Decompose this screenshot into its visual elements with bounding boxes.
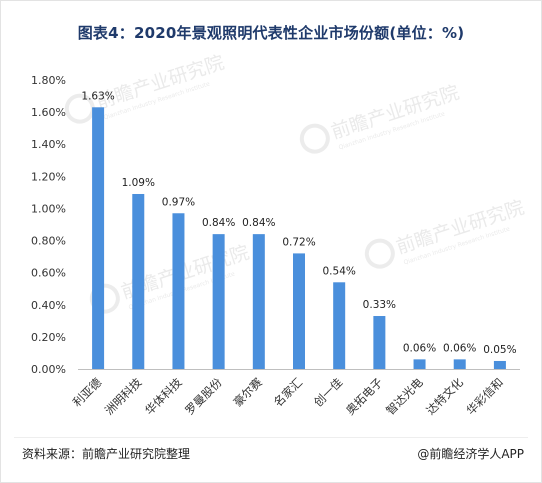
data-label: 0.84% (242, 217, 275, 229)
x-tick-label: 智达光电 (383, 375, 426, 418)
bar (212, 234, 225, 369)
y-tick-label: 1.80% (31, 74, 66, 87)
data-label: 0.33% (363, 299, 396, 311)
watermark-logo-icon (299, 123, 330, 154)
y-tick-label: 0.00% (31, 363, 66, 376)
x-tick-label: 奥拓电子 (343, 375, 385, 417)
y-tick-label: 0.80% (31, 235, 66, 248)
x-tick-label: 华彩信和 (464, 375, 506, 417)
y-tick-label: 1.60% (31, 106, 66, 119)
bar (92, 107, 105, 370)
x-tick-label: 名家汇 (271, 375, 305, 409)
bar (493, 360, 506, 369)
bar (132, 193, 145, 369)
bar (172, 213, 185, 369)
bar (252, 234, 265, 369)
y-tick-label: 1.20% (31, 170, 66, 183)
data-label: 0.97% (162, 196, 195, 208)
data-label: 1.09% (122, 177, 155, 189)
y-tick-label: 1.40% (31, 138, 66, 151)
watermark-logo-icon (364, 238, 395, 269)
data-label: 0.84% (202, 217, 235, 229)
x-tick-label: 华体科技 (142, 375, 185, 418)
source-note: 资料来源：前瞻产业研究院整理 (22, 447, 191, 461)
data-label: 0.06% (443, 342, 476, 354)
x-tick-label: 利亚德 (70, 375, 105, 410)
y-tick-label: 0.40% (31, 299, 66, 312)
bar (333, 282, 346, 369)
x-tick-label: 创一佳 (311, 375, 346, 410)
watermark-logo-icon (64, 93, 95, 124)
x-tick-label: 洲明科技 (102, 375, 145, 418)
data-label: 0.06% (403, 342, 436, 354)
data-label: 1.63% (81, 90, 114, 102)
chart-title: 图表4：2020年景观照明代表性企业市场份额(单位：%) (77, 24, 465, 42)
y-tick-label: 0.60% (31, 267, 66, 280)
bar (373, 316, 386, 369)
data-label: 0.54% (323, 265, 356, 277)
footer-divider (14, 437, 528, 438)
x-tick-label: 罗曼股份 (182, 375, 225, 418)
bar (413, 359, 426, 369)
x-tick-label: 豪尔赛 (231, 375, 266, 410)
y-tick-label: 0.20% (31, 331, 66, 344)
x-tick-label: 达特文化 (423, 375, 466, 418)
y-tick-label: 1.00% (31, 202, 66, 215)
data-label: 0.72% (282, 236, 315, 248)
brand-credit: @前瞻经济学人APP (417, 447, 524, 461)
bar (453, 359, 466, 369)
bar (293, 253, 305, 369)
data-label: 0.05% (483, 344, 516, 356)
